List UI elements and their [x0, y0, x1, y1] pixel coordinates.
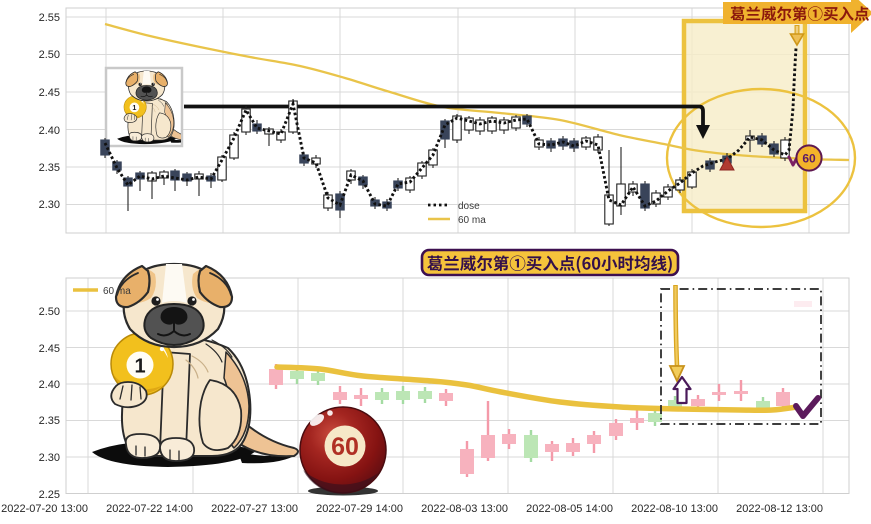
- svg-text:2.35: 2.35: [39, 415, 60, 427]
- svg-text:1: 1: [134, 356, 145, 378]
- svg-text:2.45: 2.45: [39, 343, 60, 355]
- svg-text:60: 60: [331, 433, 359, 461]
- svg-text:2.40: 2.40: [39, 125, 60, 137]
- svg-text:2.25: 2.25: [39, 489, 60, 501]
- svg-text:2022-08-05 14:00: 2022-08-05 14:00: [526, 503, 613, 515]
- svg-text:2.50: 2.50: [39, 49, 60, 61]
- svg-text:2022-07-27 13:00: 2022-07-27 13:00: [211, 503, 298, 515]
- svg-text:2.35: 2.35: [39, 162, 60, 174]
- svg-text:2022-08-03 13:00: 2022-08-03 13:00: [421, 503, 508, 515]
- svg-text:2022-07-22 14:00: 2022-07-22 14:00: [106, 503, 193, 515]
- svg-text:60 ma: 60 ma: [458, 215, 486, 226]
- svg-text:2.40: 2.40: [39, 379, 60, 391]
- svg-text:2022-08-10 13:00: 2022-08-10 13:00: [631, 503, 718, 515]
- svg-text:2022-07-29 14:00: 2022-07-29 14:00: [316, 503, 403, 515]
- svg-text:60: 60: [802, 152, 816, 166]
- svg-text:dose: dose: [458, 201, 480, 212]
- svg-text:2022-08-12 13:00: 2022-08-12 13:00: [736, 503, 823, 515]
- svg-text:2.45: 2.45: [39, 87, 60, 99]
- svg-text:2022-07-20 13:00: 2022-07-20 13:00: [1, 503, 88, 515]
- svg-text:2.30: 2.30: [39, 452, 60, 464]
- svg-text:2.55: 2.55: [39, 12, 60, 24]
- svg-text:2.50: 2.50: [39, 306, 60, 318]
- svg-text:60 ma: 60 ma: [103, 286, 131, 297]
- svg-text:2.30: 2.30: [39, 199, 60, 211]
